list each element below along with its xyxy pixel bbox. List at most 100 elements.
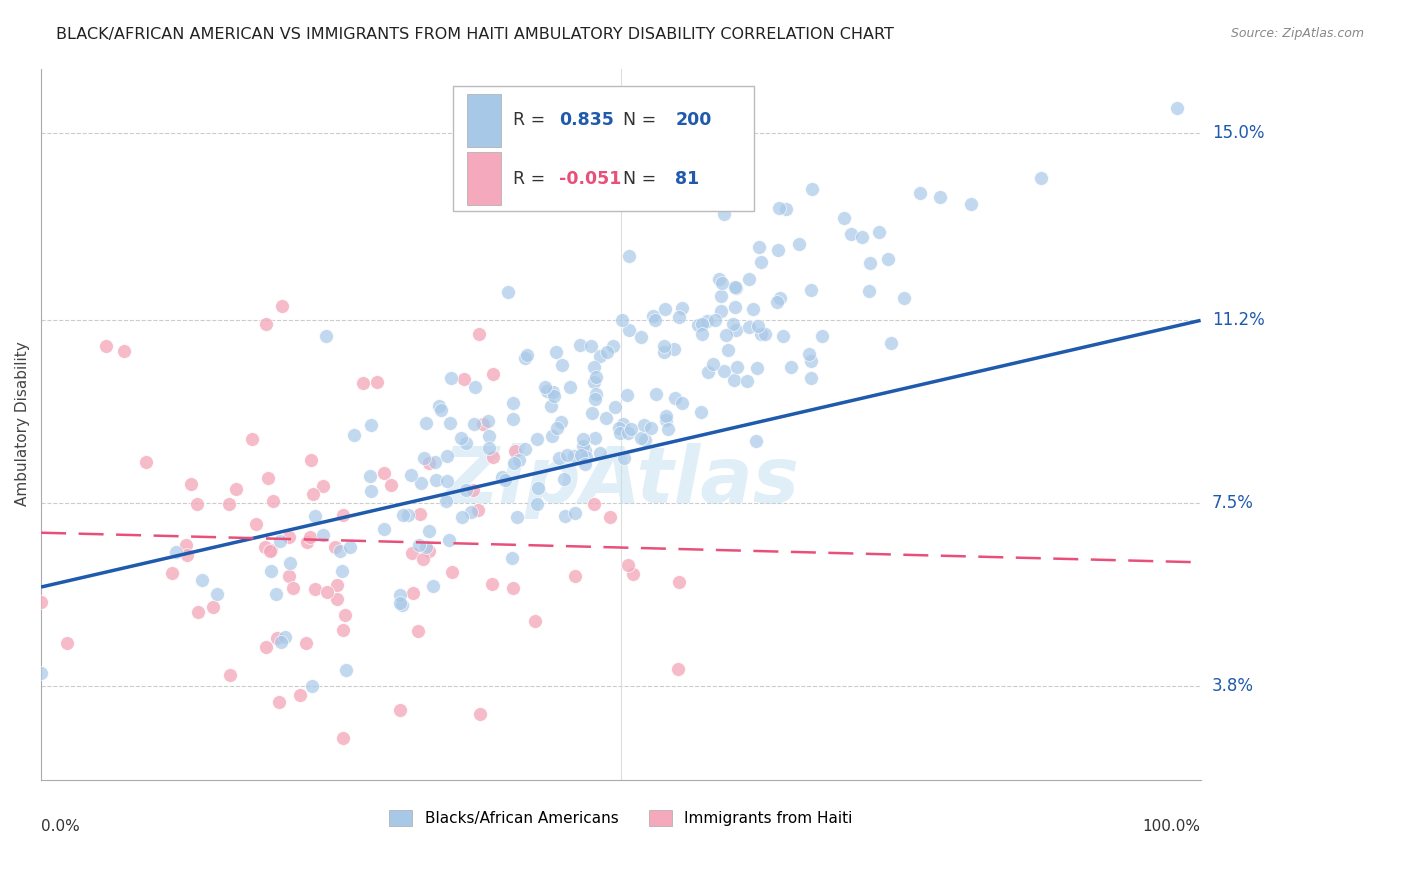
Point [373,466,395,480]
Point [655,413,678,427]
Point [551,358,574,372]
Point [202,599,225,614]
Point [766,295,789,310]
Point [316,584,339,599]
Point [723,318,745,332]
Point [536,384,558,399]
Point [391,508,413,523]
Point [780,360,803,375]
Point [464,380,486,394]
Point [703,313,725,327]
Point [671,301,693,316]
Point [259,543,281,558]
Bar [467,94,502,147]
Point [174,538,197,552]
Point [352,376,374,390]
Point [218,497,240,511]
Point [328,543,350,558]
Point [1029,170,1052,185]
Point [439,416,461,430]
Point [418,544,440,558]
Point [929,190,952,204]
Point [572,433,595,447]
Point [666,662,689,676]
Point [738,320,761,334]
Point [478,441,501,455]
Point [564,569,586,583]
Point [652,339,675,353]
Point [436,494,458,508]
Point [550,415,572,429]
Point [737,374,759,388]
Point [710,303,733,318]
Point [269,695,291,709]
Text: 100.0%: 100.0% [1143,819,1201,834]
Point [436,474,458,488]
Point [583,497,606,511]
Point [516,348,538,362]
Text: ZipAtlas: ZipAtlas [443,443,800,519]
Point [426,817,449,831]
Point [245,516,267,531]
Point [612,417,634,431]
Point [56,636,79,650]
Point [467,326,489,341]
Point [501,550,523,565]
Point [440,371,463,385]
Point [332,508,354,522]
Point [787,237,810,252]
Point [30,665,52,680]
Point [165,545,187,559]
Point [832,211,855,225]
Point [456,483,478,497]
Point [450,431,472,445]
Point [513,351,536,365]
Point [333,607,356,622]
Text: R =: R = [513,169,551,187]
Point [478,429,501,443]
Point [399,468,422,483]
Point [540,399,562,413]
Point [523,614,546,628]
Point [713,364,735,378]
Point [581,339,603,353]
Point [858,284,880,298]
Point [738,272,761,286]
Point [30,594,52,608]
Point [657,422,679,436]
Text: Source: ZipAtlas.com: Source: ZipAtlas.com [1230,27,1364,40]
Point [859,256,882,270]
Point [304,582,326,597]
Point [491,470,513,484]
Point [436,449,458,463]
Point [711,277,734,291]
Point [176,549,198,563]
Point [581,406,603,420]
Point [585,370,607,384]
Point [610,313,633,327]
Point [360,484,382,499]
Point [725,323,748,337]
Point [596,344,619,359]
Point [640,421,662,435]
Point [811,329,834,343]
Point [280,557,302,571]
Point [696,365,718,379]
Y-axis label: Ambulatory Disability: Ambulatory Disability [15,342,30,507]
Point [800,354,823,368]
Point [273,630,295,644]
Point [558,380,581,394]
Point [589,445,612,459]
Bar [467,152,502,205]
Point [605,400,627,414]
Point [467,503,489,517]
Point [654,301,676,316]
Text: R =: R = [513,112,551,129]
Point [702,357,724,371]
Text: 81: 81 [675,169,700,187]
Point [276,817,298,831]
Point [301,679,323,693]
Point [574,458,596,472]
Point [546,421,568,435]
Point [264,587,287,601]
